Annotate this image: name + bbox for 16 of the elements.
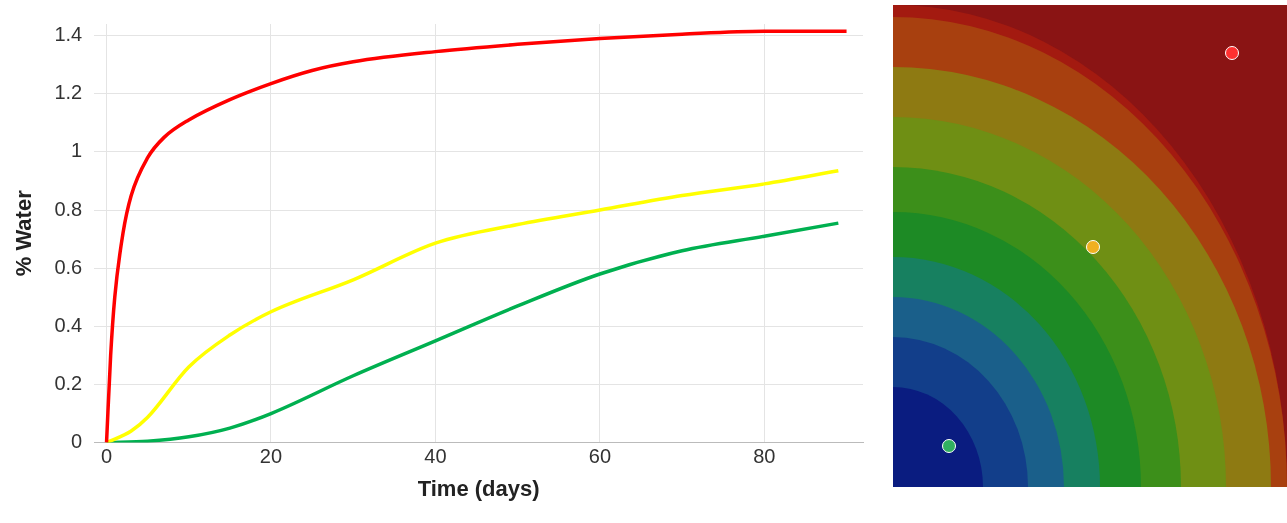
line-series <box>104 29 849 443</box>
y-tick-label: 0 <box>71 430 83 453</box>
x-tick-label: 60 <box>588 445 612 468</box>
y-tick-label: 0.2 <box>54 371 83 394</box>
x-tick-label: 40 <box>424 445 447 468</box>
y-tick-label: 1.4 <box>54 23 83 46</box>
x-tick-label: 20 <box>259 445 283 468</box>
x-tick-label: 80 <box>753 445 776 468</box>
y-tick-label: 1 <box>71 139 83 162</box>
y-tick-label: 1.2 <box>54 81 83 104</box>
x-tick-label: 0 <box>100 445 113 468</box>
y-axis-title: % Water <box>11 189 37 277</box>
y-tick-label: 0.6 <box>54 255 83 278</box>
x-axis-title: Time (days) <box>417 475 540 501</box>
y-tick-label: 0.4 <box>54 313 83 336</box>
y-tick-label: 0.8 <box>54 197 83 220</box>
